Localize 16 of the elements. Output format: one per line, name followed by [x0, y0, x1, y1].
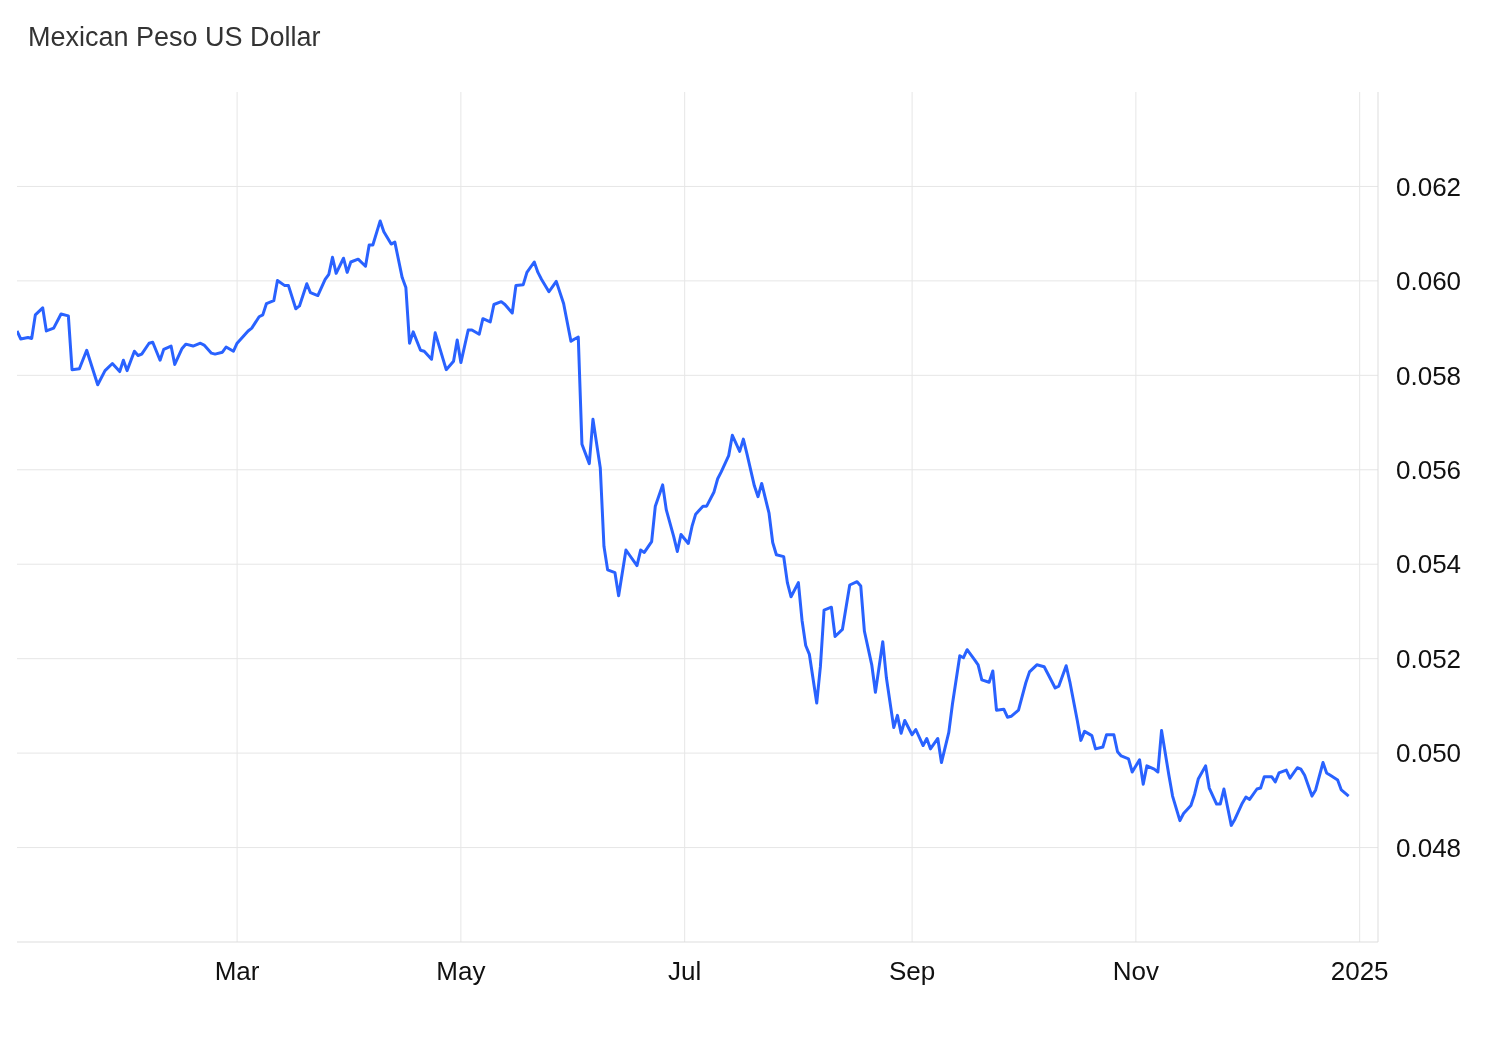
y-tick-label: 0.060 [1396, 266, 1462, 297]
x-tick-label: May [436, 956, 486, 987]
x-tick-label: Nov [1112, 956, 1160, 987]
line-series [17, 219, 1351, 827]
y-tick-label: 0.062 [1396, 171, 1462, 202]
x-tick-label: Sep [888, 956, 936, 987]
x-tick-label: 2025 [1330, 956, 1389, 987]
x-tick-label: Mar [214, 956, 260, 987]
y-tick-label: 0.058 [1396, 360, 1462, 391]
chart-title: Mexican Peso US Dollar [27, 21, 322, 54]
x-tick-label: Jul [668, 956, 702, 987]
y-tick-label: 0.056 [1396, 455, 1462, 486]
y-tick-label: 0.052 [1396, 643, 1462, 674]
y-tick-label: 0.050 [1396, 738, 1462, 769]
y-tick-label: 0.054 [1396, 549, 1462, 580]
y-tick-label: 0.048 [1396, 832, 1462, 863]
